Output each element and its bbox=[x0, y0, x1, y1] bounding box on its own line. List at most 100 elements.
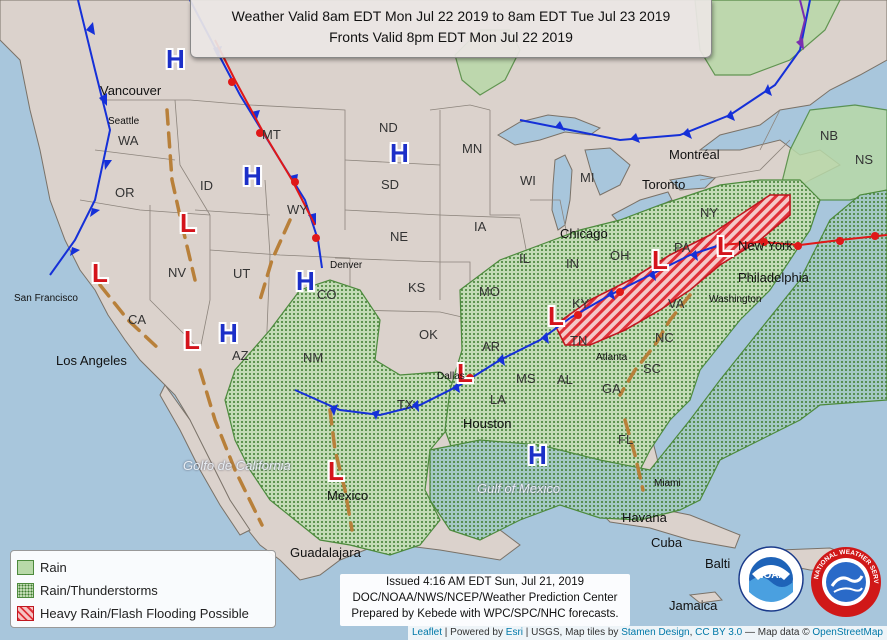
attribution-text: — Map data © bbox=[742, 627, 813, 638]
trough-nw bbox=[165, 108, 197, 282]
map-attribution: Leaflet | Powered by Esri | USGS, Map ti… bbox=[408, 626, 887, 640]
high-pressure-gulf[interactable]: H bbox=[528, 440, 547, 470]
cold-front-southern bbox=[294, 317, 571, 417]
warm-front-bumps bbox=[228, 78, 879, 382]
issued-time: Issued 4:16 AM EDT Sun, Jul 21, 2019 bbox=[386, 576, 584, 588]
lake-ontario bbox=[668, 174, 717, 191]
state-label: KS bbox=[408, 280, 426, 295]
state-label: NE bbox=[390, 229, 409, 244]
low-pressure-texas[interactable]: L bbox=[457, 358, 473, 388]
low-pressure-az-border[interactable]: L bbox=[184, 325, 200, 355]
lake-superior bbox=[497, 114, 602, 146]
high-pressure-dakotas[interactable]: H bbox=[390, 138, 409, 168]
city-label: Toronto bbox=[642, 177, 686, 192]
water-label: Gulf of Mexico bbox=[477, 481, 561, 496]
city-label: Denver bbox=[330, 260, 363, 271]
low-pressure-california[interactable]: L bbox=[92, 258, 108, 288]
state-label: MS bbox=[516, 371, 536, 386]
leaflet-link[interactable]: Leaflet bbox=[412, 627, 443, 638]
legend-label: Rain/Thunderstorms bbox=[40, 583, 158, 598]
low-pressure-mexico[interactable]: L bbox=[328, 456, 344, 486]
trough-baja bbox=[198, 368, 264, 527]
trough-southeast bbox=[618, 293, 692, 397]
state-label: NY bbox=[700, 205, 719, 220]
state-label: UT bbox=[233, 266, 251, 281]
thunderstorm-swatch bbox=[17, 583, 34, 598]
state-label: AR bbox=[482, 339, 501, 354]
map-title-weather-valid: Weather Valid 8am EDT Mon Jul 22 2019 to… bbox=[231, 8, 671, 24]
city-label: Chicago bbox=[560, 226, 608, 241]
water-label: Golfo de California bbox=[183, 458, 291, 473]
city-label: Houston bbox=[463, 416, 512, 431]
cc-by-link[interactable]: CC BY 3.0 bbox=[695, 627, 743, 638]
stamen-link[interactable]: Stamen Design bbox=[621, 627, 690, 638]
openstreetmap-link[interactable]: OpenStreetMap bbox=[812, 627, 883, 638]
state-label: WI bbox=[520, 173, 536, 188]
low-pressure-nevada[interactable]: L bbox=[180, 208, 196, 238]
state-label: FL bbox=[618, 432, 634, 447]
thunderstorm-area-southwest[interactable] bbox=[224, 279, 461, 556]
stationary-front bbox=[799, 0, 807, 41]
city-label: Mexico bbox=[327, 488, 369, 503]
city-label: Balti bbox=[705, 556, 731, 571]
issued-info-box: Issued 4:16 AM EDT Sun, Jul 21, 2019 DOC… bbox=[340, 574, 630, 626]
city-label: Los Angeles bbox=[56, 353, 127, 368]
troughs bbox=[98, 108, 692, 532]
state-label: OH bbox=[610, 248, 630, 263]
city-label: Miami bbox=[654, 478, 681, 489]
city-label: Cuba bbox=[651, 535, 683, 550]
thunderstorm-area-gulf-atlantic[interactable] bbox=[429, 189, 887, 541]
city-label: Jamaica bbox=[669, 598, 718, 613]
state-label: WA bbox=[118, 133, 139, 148]
state-label: CA bbox=[128, 312, 147, 327]
state-label: AL bbox=[557, 372, 573, 387]
land-baja bbox=[159, 384, 251, 536]
lake-huron bbox=[584, 147, 631, 196]
nws-logo[interactable]: NATIONAL WEATHER SERVICE bbox=[810, 546, 882, 618]
state-label: TN bbox=[570, 333, 588, 348]
state-label: MI bbox=[580, 170, 595, 185]
city-label: Washington bbox=[709, 294, 762, 305]
land-jamaica bbox=[688, 591, 723, 604]
state-label: SC bbox=[643, 361, 662, 376]
city-label: Philadelphia bbox=[738, 270, 809, 285]
noaa-logo[interactable]: NOAA bbox=[738, 546, 804, 612]
city-label: Montréal bbox=[669, 147, 720, 162]
attribution-text: | USGS, Map tiles by bbox=[523, 627, 622, 638]
esri-link[interactable]: Esri bbox=[505, 627, 524, 638]
state-label: WY bbox=[287, 202, 308, 217]
high-pressure-pacific-nw[interactable]: H bbox=[166, 44, 185, 74]
state-label: AZ bbox=[232, 348, 249, 363]
cold-front-pacific bbox=[49, 0, 112, 276]
issuing-agency: DOC/NOAA/NWS/NCEP/Weather Prediction Cen… bbox=[352, 592, 618, 604]
state-label: MT bbox=[262, 127, 281, 142]
high-pressure-arizona[interactable]: H bbox=[219, 318, 238, 348]
high-pressure-montana[interactable]: H bbox=[243, 161, 262, 191]
stationary-front-barb bbox=[796, 38, 804, 50]
city-label: New York bbox=[738, 238, 793, 253]
state-label: NB bbox=[820, 128, 839, 143]
state-label: IL bbox=[519, 251, 530, 266]
high-pressure-colorado[interactable]: H bbox=[296, 266, 315, 296]
state-label: KY bbox=[572, 296, 590, 311]
city-label: Vancouver bbox=[100, 83, 162, 98]
legend-item-flooding: Heavy Rain/Flash Flooding Possible bbox=[17, 602, 269, 625]
state-label: IA bbox=[474, 219, 487, 234]
legend-label: Heavy Rain/Flash Flooding Possible bbox=[40, 606, 249, 621]
city-label: Atlanta bbox=[596, 352, 628, 363]
low-pressure-new-jersey[interactable]: L bbox=[717, 231, 733, 261]
trough-mexico bbox=[328, 408, 354, 532]
state-label: NC bbox=[655, 330, 674, 345]
rain-area-northeast[interactable] bbox=[779, 104, 887, 201]
trough-rockies bbox=[258, 218, 292, 302]
low-pressure-west-virginia[interactable]: L bbox=[652, 245, 668, 275]
low-pressure-tennessee[interactable]: L bbox=[548, 301, 564, 331]
state-label: IN bbox=[566, 256, 579, 271]
prepared-by: Prepared by Kebede with WPC/SPC/NHC fore… bbox=[351, 608, 619, 620]
state-label: OK bbox=[419, 327, 438, 342]
state-label: TX bbox=[397, 397, 414, 412]
state-label: ND bbox=[379, 120, 398, 135]
flash-flood-area[interactable] bbox=[553, 194, 791, 346]
state-label: OR bbox=[115, 185, 135, 200]
